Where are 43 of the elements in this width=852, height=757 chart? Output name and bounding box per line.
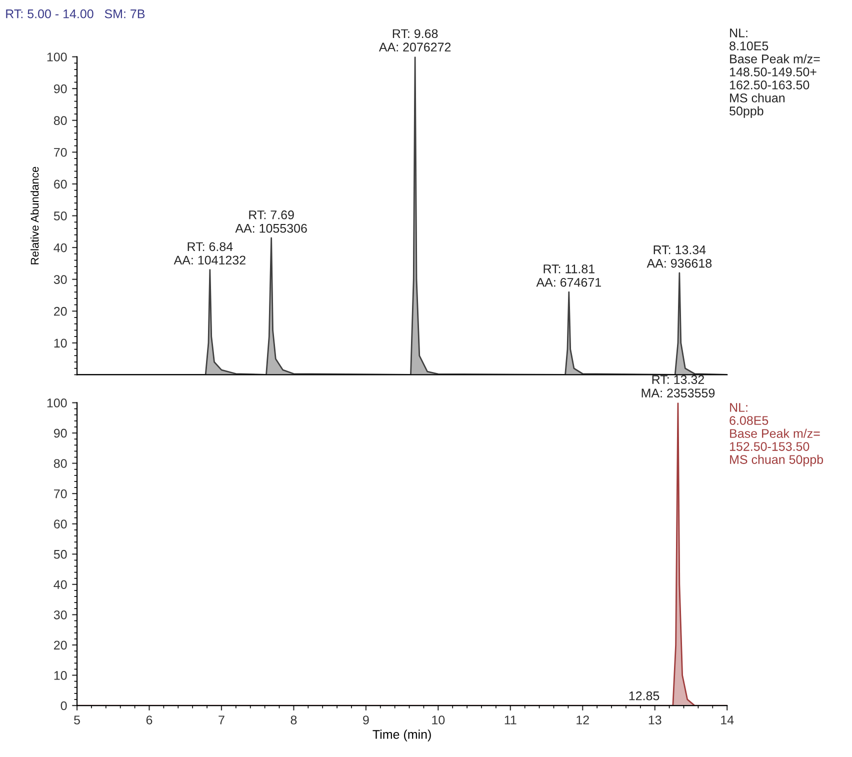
annotation: RT: 6.84 AA: 1041232 bbox=[174, 242, 246, 265]
annotation: RT: 13.32 MA: 2353559 bbox=[642, 375, 715, 398]
y-tick-label: 20 bbox=[54, 306, 67, 316]
x-tick-label: 11 bbox=[504, 716, 516, 724]
y-tick-label: 60 bbox=[54, 520, 67, 528]
y-tick-label: 70 bbox=[54, 148, 67, 157]
y-tick-label: 90 bbox=[54, 84, 67, 94]
y-tick-label: 10 bbox=[54, 671, 67, 680]
y-tick-label: 40 bbox=[54, 580, 67, 590]
annotation: 12.85 bbox=[629, 691, 660, 700]
x-tick-label: 9 bbox=[363, 716, 369, 724]
x-tick-label: 5 bbox=[74, 716, 80, 724]
x-tick-label: 13 bbox=[648, 716, 662, 724]
y-tick-label: 100 bbox=[47, 52, 67, 62]
x-tick-label: 10 bbox=[432, 716, 445, 724]
x-tick-label: 12 bbox=[576, 716, 589, 724]
annotation: RT: 7.69 AA: 1055306 bbox=[235, 210, 307, 233]
y-tick-label: 30 bbox=[54, 275, 67, 284]
y-tick-label: 10 bbox=[54, 338, 67, 348]
y-axis-title: Relative Abundance bbox=[30, 166, 39, 264]
y-tick-label: 20 bbox=[54, 640, 67, 650]
y-tick-label: 0 bbox=[60, 701, 67, 710]
x-tick-label: 7 bbox=[218, 716, 224, 724]
y-tick-label: 30 bbox=[54, 610, 67, 620]
x-axis-title: Time (min) bbox=[372, 730, 431, 742]
y-tick-label: 80 bbox=[54, 116, 67, 126]
annotation: RT: 9.68 AA: 2076272 bbox=[378, 29, 451, 52]
y-tick-label: 80 bbox=[54, 459, 67, 468]
text: NL: 6.08E5 Base Peak m/z= 152.50-153.50 MS chuan 50ppb bbox=[730, 403, 824, 466]
y-tick-label: 100 bbox=[47, 398, 67, 408]
y-tick-label: 90 bbox=[54, 428, 67, 438]
y-tick-label: 50 bbox=[54, 550, 67, 559]
x-tick-label: 14 bbox=[721, 716, 734, 724]
y-tick-label: 40 bbox=[54, 243, 67, 252]
y-tick-label: 50 bbox=[54, 212, 67, 220]
x-tick-label: 6 bbox=[146, 716, 152, 724]
y-tick-label: 60 bbox=[54, 180, 67, 189]
x-tick-label: 8 bbox=[290, 716, 297, 724]
annotation: RT: 11.81 AA: 674671 bbox=[536, 264, 601, 287]
annotation: RT: 13.34 AA: 936618 bbox=[646, 245, 712, 268]
chart-title: RT: 5.00 - 14.00 SM: 7B bbox=[6, 9, 145, 18]
text: NL: 8.10E5 Base Peak m/z= 148.50-149.50+ 162.50-163.50 MS chuan 50ppb bbox=[730, 28, 820, 118]
y-tick-label: 70 bbox=[54, 489, 67, 498]
